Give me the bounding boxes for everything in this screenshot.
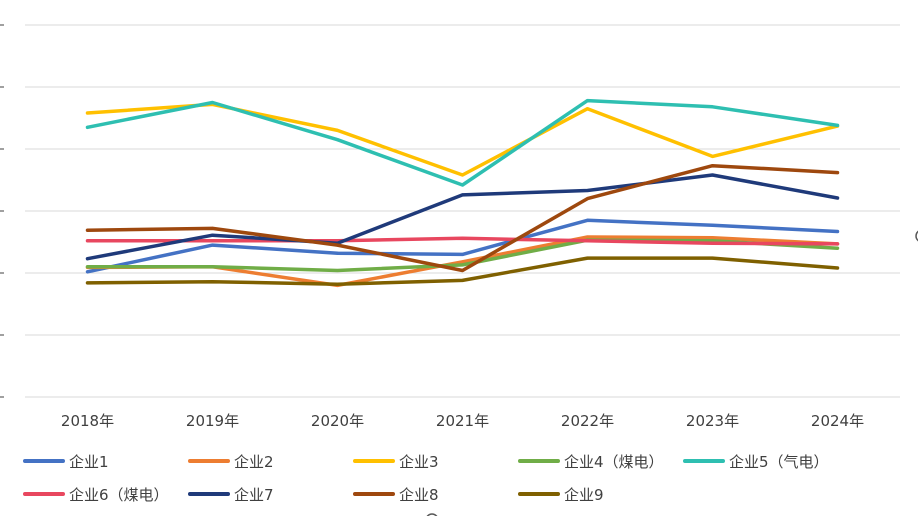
x-tick-label: 2022年 xyxy=(561,412,614,430)
legend-item: 企业5（气电） xyxy=(683,453,829,471)
legend-label: 企业4（煤电） xyxy=(564,453,664,471)
legend-label: 企业2 xyxy=(234,453,274,471)
data-point xyxy=(336,138,339,142)
data-point xyxy=(211,233,214,237)
chart-handle-icon[interactable] xyxy=(915,230,918,242)
x-tick-label: 2024年 xyxy=(811,412,864,430)
legend-item: 企业2 xyxy=(188,453,274,471)
data-point xyxy=(211,226,214,230)
data-point xyxy=(711,256,714,260)
data-point xyxy=(836,171,839,175)
legend-item: 企业4（煤电） xyxy=(518,453,664,471)
legend-label: 企业9 xyxy=(564,486,604,504)
data-point xyxy=(586,197,589,201)
x-tick-label: 2019年 xyxy=(186,412,239,430)
data-point xyxy=(586,107,589,111)
legend-item: 企业3 xyxy=(353,453,439,471)
data-point xyxy=(711,223,714,227)
data-point xyxy=(86,239,89,243)
legend-item: 企业6（煤电） xyxy=(23,486,169,504)
data-point xyxy=(461,260,464,264)
series-line-3 xyxy=(85,102,840,177)
legend-item: 企业1 xyxy=(23,453,109,471)
data-point xyxy=(836,123,839,127)
data-point xyxy=(461,269,464,273)
data-point xyxy=(461,236,464,240)
data-point xyxy=(586,235,589,239)
data-point xyxy=(586,239,589,243)
data-point xyxy=(836,266,839,270)
data-point xyxy=(86,111,89,115)
data-point xyxy=(86,125,89,129)
legend-label: 企业7 xyxy=(234,486,274,504)
data-point xyxy=(461,193,464,197)
grid xyxy=(0,24,900,398)
data-point xyxy=(211,280,214,284)
data-point xyxy=(836,242,839,246)
data-point xyxy=(836,229,839,233)
data-point xyxy=(586,189,589,193)
data-point xyxy=(86,228,89,232)
data-point xyxy=(336,269,339,273)
data-point xyxy=(211,101,214,104)
data-point xyxy=(711,241,714,245)
legend-item: 企业9 xyxy=(518,486,604,504)
legend: 企业1 企业2 企业3 企业4（煤电） 企业5（气电） 企业6（煤电） 企业7 企业8 企业9 xyxy=(23,453,829,504)
legend-item: 企业8 xyxy=(353,486,439,504)
data-point xyxy=(836,196,839,200)
data-point xyxy=(711,173,714,177)
data-point xyxy=(211,243,214,247)
data-point xyxy=(86,270,89,274)
legend-item: 企业7 xyxy=(188,486,274,504)
data-point xyxy=(711,236,714,240)
data-point xyxy=(336,251,339,255)
x-axis-ticks: 2018年 2019年 2020年 2021年 2022年 2023年 2024年 xyxy=(61,412,864,430)
legend-label: 企业5（气电） xyxy=(729,453,829,471)
data-point xyxy=(461,263,464,267)
data-point xyxy=(711,164,714,168)
data-point xyxy=(86,257,89,261)
x-tick-label: 2020年 xyxy=(311,412,364,430)
x-tick-label: 2023年 xyxy=(686,412,739,430)
data-point xyxy=(711,105,714,109)
legend-label: 企业1 xyxy=(69,453,109,471)
chart-handle-icon[interactable] xyxy=(426,513,438,516)
data-point xyxy=(461,173,464,177)
data-point xyxy=(711,154,714,158)
data-point xyxy=(336,243,339,247)
x-tick-label: 2021年 xyxy=(436,412,489,430)
data-point xyxy=(211,239,214,243)
data-point xyxy=(211,265,214,269)
data-point xyxy=(586,218,589,222)
data-point xyxy=(836,246,839,250)
legend-label: 企业8 xyxy=(399,486,439,504)
data-point xyxy=(336,128,339,132)
x-tick-label: 2018年 xyxy=(61,412,114,430)
data-point xyxy=(461,252,464,256)
legend-label: 企业6（煤电） xyxy=(69,486,169,504)
data-point xyxy=(86,265,89,269)
data-point xyxy=(461,278,464,282)
series-lines xyxy=(85,98,840,288)
data-point xyxy=(336,282,339,286)
series-line-5 xyxy=(85,98,840,187)
data-point xyxy=(86,281,89,285)
data-point xyxy=(461,183,464,187)
data-point xyxy=(586,256,589,260)
data-point xyxy=(586,99,589,103)
legend-label: 企业3 xyxy=(399,453,439,471)
